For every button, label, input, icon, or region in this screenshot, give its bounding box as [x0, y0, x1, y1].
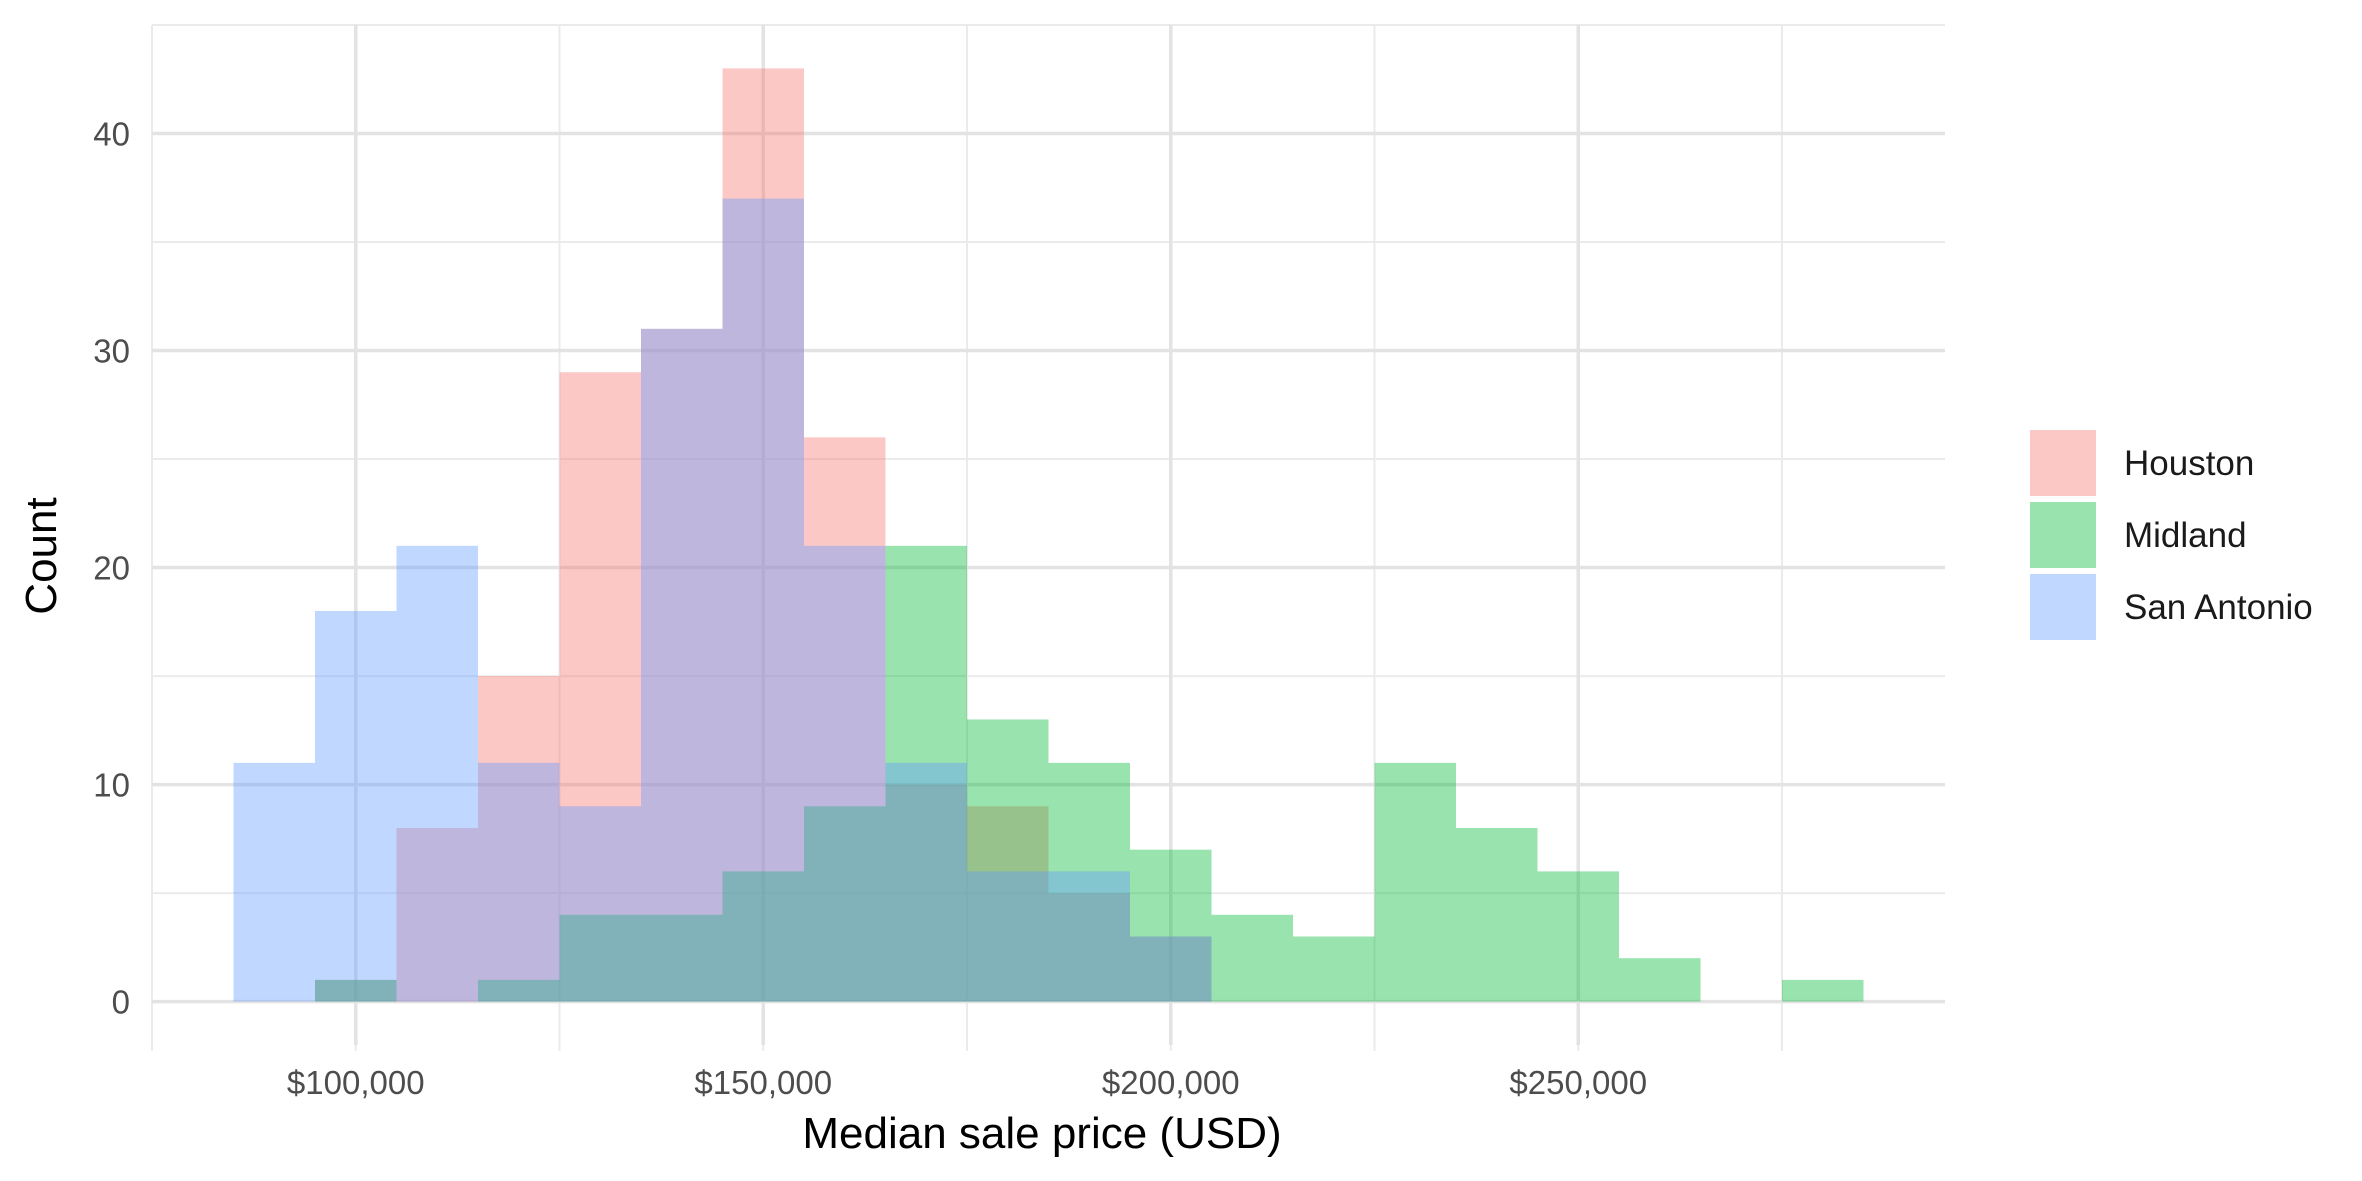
histogram-bar: [722, 68, 804, 1002]
histogram-bar: [967, 871, 1049, 1002]
histogram-bar: [641, 914, 723, 1002]
histogram-bar: [1048, 871, 1130, 1002]
histogram-bar: [1048, 893, 1130, 1002]
histogram-bar: [641, 328, 723, 1002]
histogram-bar: [885, 784, 967, 1002]
legend-item: San Antonio: [2030, 574, 2313, 640]
histogram-bar: [1374, 762, 1456, 1002]
y-axis-tick-labels: 0 10 20 30 40: [93, 116, 130, 1021]
histogram-bar: [559, 372, 641, 1002]
histogram-bar: [478, 676, 560, 1002]
histogram-bar: [315, 979, 397, 1002]
histogram-bar: [1130, 936, 1212, 1002]
histogram-bar: [804, 545, 886, 1002]
histogram-bar: [478, 979, 560, 1002]
histogram-bar: [641, 328, 723, 1002]
series-houston: [315, 68, 1212, 1002]
histogram-bar: [885, 545, 967, 1002]
histogram-bar: [1537, 871, 1619, 1002]
histogram-bar: [1293, 936, 1375, 1002]
histogram-bar: [1619, 958, 1701, 1002]
histogram-bar: [315, 610, 397, 1002]
x-tick-label: $250,000: [1509, 1064, 1647, 1101]
histogram-bars: [233, 68, 1864, 1002]
histogram-bar: [885, 762, 967, 1002]
y-tick-label: 30: [93, 333, 130, 370]
y-tick-label: 0: [112, 984, 130, 1021]
histogram-bar: [559, 806, 641, 1002]
histogram-bar: [804, 806, 886, 1002]
y-tick-label: 10: [93, 767, 130, 804]
y-tick-label: 20: [93, 550, 130, 587]
legend-key: [2030, 502, 2096, 568]
histogram-bar: [396, 827, 478, 1002]
histogram-bar: [1130, 849, 1212, 1002]
x-axis-tick-labels: $100,000 $150,000 $200,000 $250,000: [287, 1064, 1647, 1101]
x-tick-label: $150,000: [694, 1064, 832, 1101]
histogram-bar: [967, 719, 1049, 1002]
legend-item: Midland: [2030, 502, 2247, 568]
legend-key: [2030, 430, 2096, 496]
x-axis-title: Median sale price (USD): [802, 1109, 1281, 1158]
histogram-bar: [967, 806, 1049, 1002]
histogram-bar: [233, 762, 315, 1002]
histogram-bar: [315, 979, 397, 1002]
series-san-antonio: [233, 198, 1212, 1002]
histogram-bar: [478, 762, 560, 1002]
legend: Houston Midland San Antonio: [2030, 430, 2313, 640]
y-axis-title: Count: [17, 497, 66, 614]
histogram-bar: [1782, 979, 1864, 1002]
x-tick-label: $100,000: [287, 1064, 425, 1101]
legend-item: Houston: [2030, 430, 2254, 496]
minor-gridlines: [151, 24, 1945, 1045]
x-tick-label: $200,000: [1102, 1064, 1240, 1101]
histogram-bar: [396, 545, 478, 1002]
legend-key: [2030, 574, 2096, 640]
legend-label: Houston: [2124, 444, 2254, 483]
histogram-bar: [1048, 762, 1130, 1002]
histogram-bar: [722, 198, 804, 1002]
series-midland: [315, 545, 1864, 1002]
histogram-bar: [804, 437, 886, 1002]
x-axis-tick-marks: [151, 1045, 1783, 1051]
histogram-bar: [722, 871, 804, 1002]
histogram-bar: [1456, 827, 1538, 1002]
legend-label: Midland: [2124, 516, 2247, 555]
histogram-bar: [559, 914, 641, 1002]
major-gridlines: [152, 25, 1945, 1045]
legend-label: San Antonio: [2124, 588, 2313, 627]
y-tick-label: 40: [93, 116, 130, 153]
histogram-bar: [1211, 914, 1293, 1002]
histogram-bar: [1130, 936, 1212, 1002]
